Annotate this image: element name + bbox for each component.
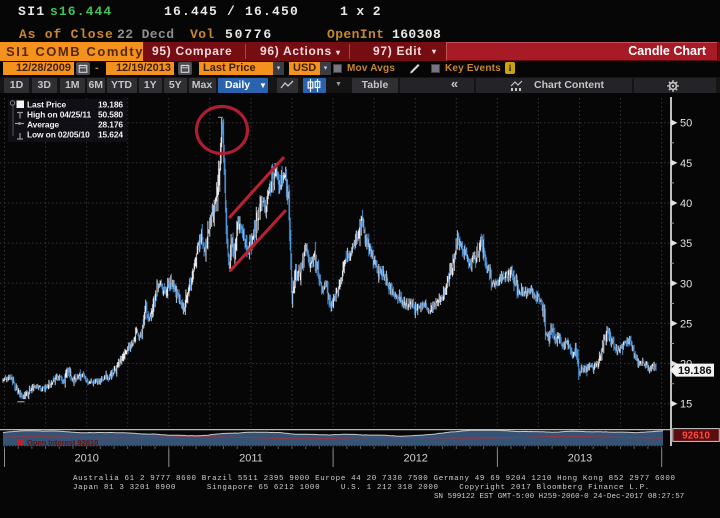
svg-text:40: 40 (680, 198, 692, 210)
svg-text:92610: 92610 (682, 431, 710, 442)
svg-text:Open Interest 92610: Open Interest 92610 (27, 438, 98, 447)
svg-text:Average: Average (27, 120, 59, 130)
svg-text:19.186: 19.186 (98, 100, 123, 110)
svg-text:50: 50 (680, 118, 692, 130)
svg-text:35: 35 (680, 238, 692, 250)
svg-text:15: 15 (680, 399, 692, 411)
svg-text:Low on 02/05/10: Low on 02/05/10 (27, 130, 90, 140)
svg-text:25: 25 (680, 318, 692, 330)
svg-text:45: 45 (680, 158, 692, 170)
svg-text:30: 30 (680, 278, 692, 290)
svg-text:High on 04/25/11: High on 04/25/11 (27, 110, 91, 120)
svg-text:2012: 2012 (403, 453, 427, 465)
svg-text:28.176: 28.176 (98, 120, 123, 130)
svg-text:15.624: 15.624 (98, 130, 123, 140)
svg-text:50.580: 50.580 (98, 110, 123, 120)
svg-text:2013: 2013 (568, 453, 592, 465)
svg-text:Last Price: Last Price (27, 100, 66, 110)
svg-text:2010: 2010 (74, 453, 98, 465)
svg-text:2011: 2011 (239, 453, 263, 465)
svg-text:19.186: 19.186 (678, 365, 712, 377)
